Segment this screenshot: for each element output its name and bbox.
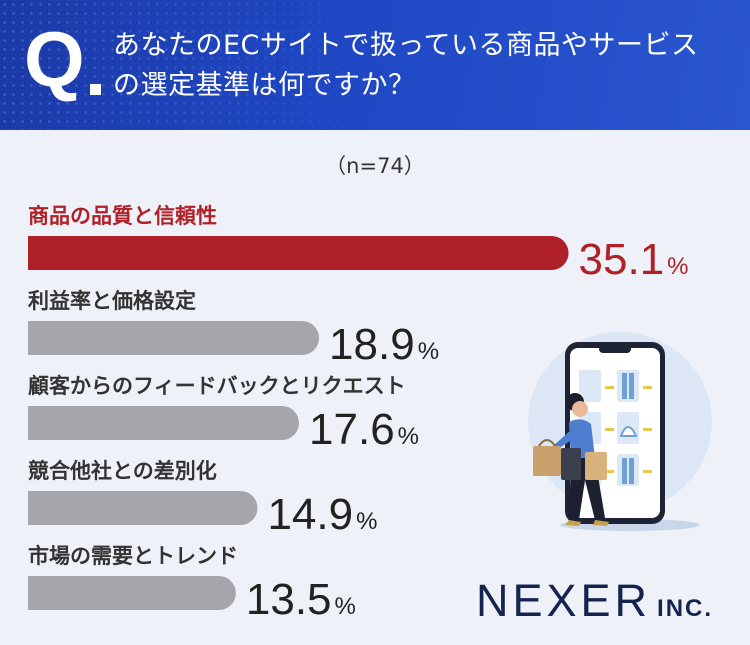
value-label: 13.5% <box>246 575 356 624</box>
bar-end <box>28 491 62 525</box>
bar <box>28 406 300 440</box>
percent-unit: % <box>418 338 439 365</box>
question-line-1: あなたのECサイトで扱っている商品やサービス <box>113 30 699 61</box>
percent-unit: % <box>335 593 356 620</box>
bar <box>28 236 569 270</box>
q-mark: Q <box>24 15 85 103</box>
value-label: 18.9% <box>329 320 439 369</box>
bar-end <box>28 576 62 610</box>
category-label: 競合他社との差別化 <box>28 459 217 483</box>
value-label: 14.9% <box>267 490 377 539</box>
q-dot <box>90 84 101 95</box>
percent-unit: % <box>398 423 419 450</box>
bar-end <box>28 236 62 270</box>
bar <box>28 576 236 610</box>
logo-suffix: INC. <box>657 595 714 622</box>
category-label: 利益率と価格設定 <box>28 289 196 313</box>
value-label: 17.6% <box>309 405 419 454</box>
question-line-2: の選定基準は何ですか？ <box>113 70 416 101</box>
dot-pattern <box>0 0 420 130</box>
percent-unit: % <box>356 508 377 535</box>
percent-unit: % <box>667 253 688 280</box>
sample-size: （n=74） <box>325 154 425 178</box>
category-label: 市場の需要とトレンド <box>28 544 238 568</box>
value-label: 35.1% <box>579 235 689 284</box>
woman-shopping-illustration <box>528 332 712 531</box>
category-label: 顧客からのフィードバックとリクエスト <box>28 374 406 398</box>
question-text: あなたのECサイトで扱っている商品やサービス の選定基準は何ですか？ <box>113 26 733 106</box>
question-banner: Q あなたのECサイトで扱っている商品やサービス の選定基準は何ですか？ <box>0 0 750 130</box>
woman-figure <box>533 393 609 526</box>
category-label: 商品の品質と信頼性 <box>28 204 217 228</box>
bar-end <box>28 406 62 440</box>
bar <box>28 321 320 355</box>
bar <box>28 491 258 525</box>
logo-wordmark: NEXER <box>476 575 652 626</box>
nexer-logo: NEXER INC. <box>476 575 713 627</box>
bar-end <box>28 321 62 355</box>
